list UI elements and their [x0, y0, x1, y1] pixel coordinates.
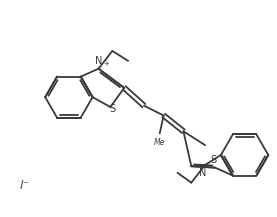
- Text: I⁻: I⁻: [20, 179, 30, 192]
- Text: N: N: [95, 56, 102, 66]
- Text: Me: Me: [154, 138, 165, 147]
- Text: N: N: [199, 168, 207, 178]
- Text: +: +: [103, 61, 109, 67]
- Text: S: S: [109, 104, 116, 114]
- Text: S: S: [210, 155, 216, 165]
